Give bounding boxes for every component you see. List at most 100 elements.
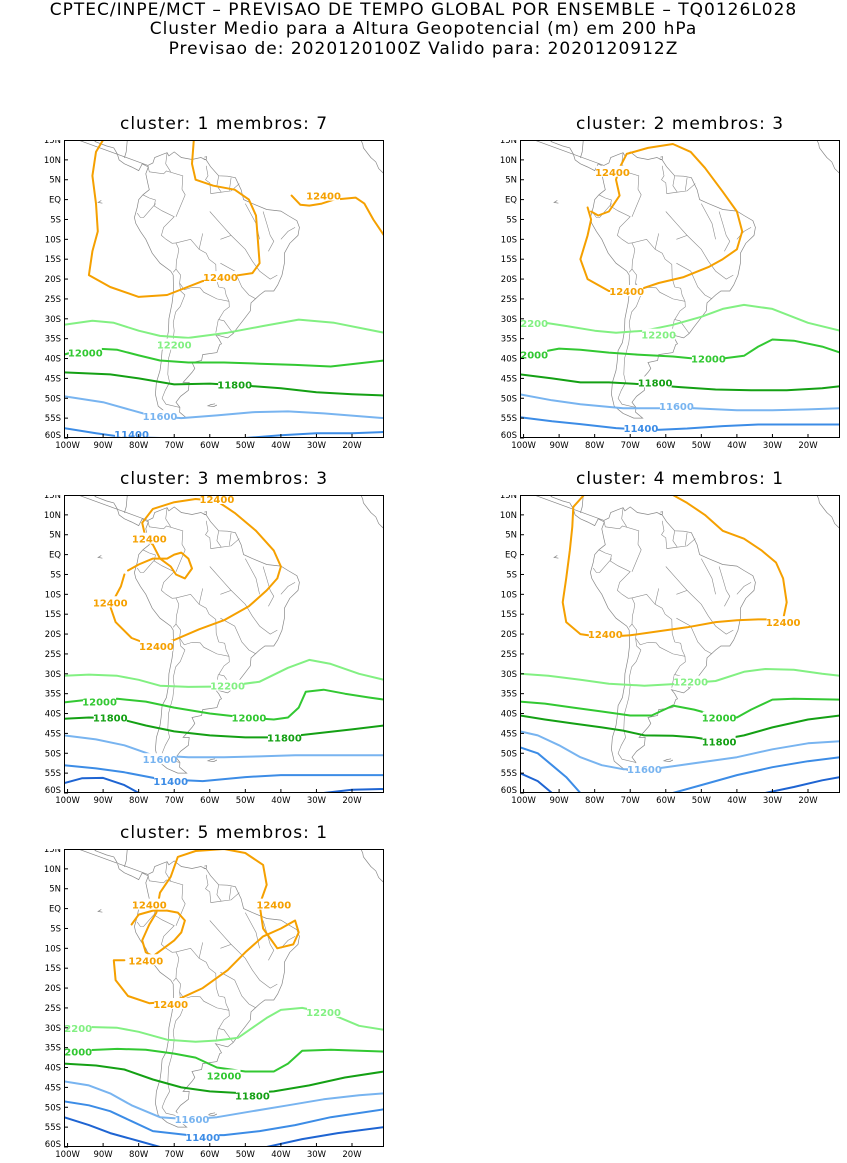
- lon-label: 20W: [342, 441, 362, 451]
- lat-label: 10N: [44, 865, 61, 875]
- contour-label: 12400: [588, 630, 623, 641]
- contour-11400: [244, 431, 384, 438]
- lat-label: 45S: [501, 374, 517, 384]
- contour-label-bg: [702, 711, 736, 723]
- country-border: [661, 165, 696, 194]
- contour-label-bg: [83, 695, 117, 707]
- country-border: [718, 566, 731, 607]
- contour-label: 11800: [267, 733, 302, 744]
- lon-label: 50W: [236, 441, 256, 451]
- lon-label: 60W: [200, 1150, 220, 1160]
- lat-label: 15S: [501, 610, 517, 620]
- lon-label: 60W: [656, 441, 676, 451]
- lon-label: 20W: [798, 796, 818, 806]
- contour-label: 11600: [627, 765, 662, 776]
- lon-label: 30W: [307, 441, 327, 451]
- country-border: [230, 944, 278, 989]
- contour-label-bg: [186, 1131, 220, 1143]
- lat-label: EQ: [505, 551, 517, 561]
- lat-label: 10S: [45, 944, 61, 954]
- lat-label: EQ: [505, 196, 517, 206]
- contour-label-bg: [674, 675, 708, 687]
- lon-label: 30W: [307, 796, 327, 806]
- lat-label: 20S: [45, 984, 61, 994]
- country-border: [280, 227, 296, 240]
- lon-label: 90W: [549, 441, 569, 451]
- contour-label-bg: [267, 731, 301, 743]
- contour-label: 2200: [64, 1024, 92, 1035]
- contour-12000: [520, 338, 840, 361]
- contour-11200: [764, 776, 840, 793]
- country-border: [175, 623, 230, 657]
- country-borders: [592, 507, 752, 763]
- lat-label: 5S: [506, 570, 517, 580]
- country-border: [671, 674, 675, 688]
- contour-11400: [520, 746, 582, 793]
- contour-label: 12200: [210, 682, 245, 693]
- coastline: [533, 495, 840, 774]
- map-panel-cluster-2: cluster: 2 membros: 3 12400 12400 12200 1220…: [500, 114, 840, 451]
- contour-label: 12000: [82, 698, 117, 709]
- contour-label-bg: [638, 376, 672, 388]
- lat-label: 60S: [45, 431, 61, 441]
- lat-label: 60S: [501, 786, 517, 796]
- contour-label-bg: [624, 422, 658, 434]
- lat-label: 35S: [45, 1044, 61, 1054]
- contour-label: 11400: [114, 430, 149, 441]
- coastline-island: [97, 200, 103, 204]
- country-border: [598, 549, 636, 628]
- contour-label-bg: [257, 898, 291, 910]
- lat-label: 5S: [50, 215, 61, 225]
- lon-label: 20W: [342, 1150, 362, 1160]
- country-borders: [136, 152, 296, 408]
- contour-label-bg: [211, 679, 245, 691]
- contour-label: 12000: [513, 351, 548, 362]
- contour-label-bg: [154, 775, 188, 787]
- lon-label: 80W: [585, 441, 605, 451]
- lat-label: 30S: [501, 670, 517, 680]
- contour-label-bg: [218, 378, 252, 390]
- panel-title: cluster: 2 membros: 3: [575, 114, 785, 134]
- contour-label: 12400: [139, 642, 174, 653]
- panel-title: cluster: 3 membros: 3: [119, 469, 329, 489]
- coastline-south-america: [77, 140, 300, 419]
- contour-label-bg: [132, 532, 166, 544]
- lat-label: 15N: [44, 849, 61, 855]
- coastline-island: [203, 511, 208, 515]
- country-border: [262, 566, 275, 607]
- lon-label: 70W: [165, 796, 185, 806]
- contour-11600: [64, 1080, 384, 1121]
- panel-title: cluster: 4 membros: 1: [575, 469, 785, 489]
- contour-12000: [64, 688, 384, 721]
- lon-label: 100W: [55, 796, 80, 806]
- lat-label: 30S: [45, 670, 61, 680]
- country-border: [220, 617, 257, 655]
- contour-label-bg: [203, 271, 237, 283]
- contour-label: 11800: [638, 378, 673, 389]
- country-border: [230, 235, 278, 280]
- contour-label: 12400: [609, 287, 644, 298]
- header-subtitle: Cluster Medio para a Altura Geopotencial…: [149, 19, 698, 39]
- country-border: [621, 507, 627, 527]
- country-border: [245, 558, 260, 595]
- header-dates: Previsao de: 2020120100Z Valido para: 20…: [168, 39, 679, 59]
- contour-11200: [64, 776, 140, 793]
- lat-label: 25S: [45, 1004, 61, 1014]
- contour-label-bg: [520, 316, 548, 328]
- lat-label: 20S: [501, 630, 517, 640]
- country-border: [161, 637, 186, 763]
- contour-11600: [64, 734, 384, 759]
- coastline-island: [553, 555, 559, 559]
- coastline-central-america: [580, 495, 584, 514]
- country-border: [685, 532, 688, 546]
- lat-label: 15N: [44, 495, 61, 501]
- lat-label: 15N: [44, 140, 61, 146]
- country-border: [198, 942, 203, 959]
- country-border: [220, 971, 257, 1009]
- contour-label: 12400: [132, 535, 167, 546]
- map-panel-cluster-1: cluster: 1 membros: 7 12400 12400 12200 1200…: [44, 114, 384, 451]
- lon-label: 40W: [727, 796, 747, 806]
- contour-label-bg: [691, 352, 725, 364]
- country-border: [165, 507, 171, 527]
- lon-label: 40W: [271, 1150, 291, 1160]
